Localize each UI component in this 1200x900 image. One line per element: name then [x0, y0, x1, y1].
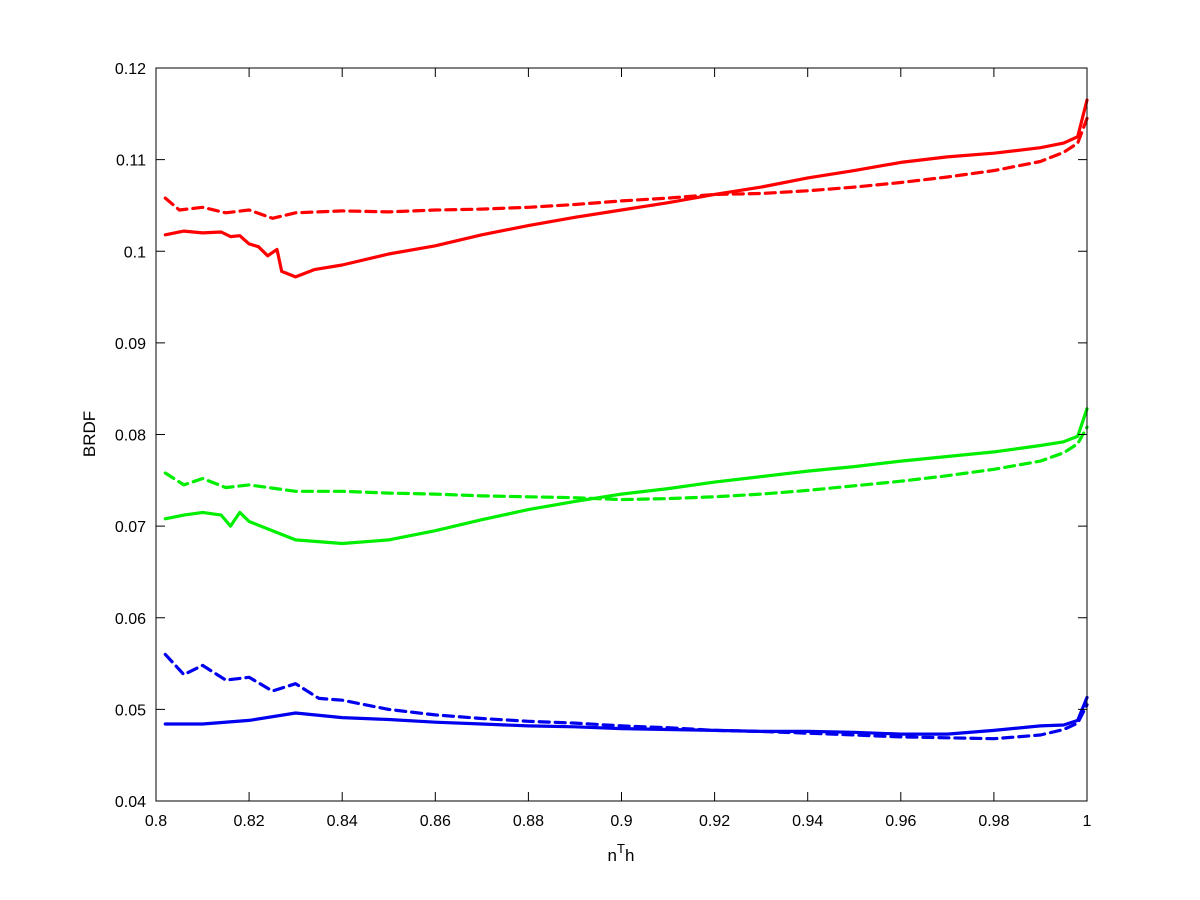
x-tick-label: 0.84 — [327, 813, 358, 830]
green-dashed-line — [163, 425, 1089, 502]
green-solid-line — [163, 407, 1089, 546]
x-tick-label: 0.8 — [145, 813, 167, 830]
y-tick-label: 0.05 — [115, 702, 146, 719]
y-tick-label: 0.08 — [115, 428, 146, 445]
x-tick-label: 0.82 — [234, 813, 265, 830]
blue-dashed-line — [163, 652, 1089, 741]
red-solid-line — [163, 98, 1089, 279]
y-tick-label: 0.04 — [115, 794, 146, 811]
y-tick-label: 0.11 — [116, 153, 146, 170]
y-tick-label: 0.09 — [115, 336, 146, 353]
x-axis-label: nTh — [608, 841, 635, 865]
x-tick-label: 0.86 — [420, 813, 451, 830]
series-group — [163, 98, 1089, 741]
x-axis-label-superscript: T — [617, 841, 625, 856]
x-axis-ticks: 0.8 0.82 0.84 0.86 0.88 0.9 0.92 0.94 0.96 0.98 1 — [145, 68, 1092, 830]
x-tick-label: 0.94 — [792, 813, 823, 830]
x-tick-label: 0.88 — [513, 813, 544, 830]
red-dashed-line — [163, 116, 1089, 220]
x-tick-label: 0.92 — [699, 813, 730, 830]
y-axis-ticks: 0.04 0.05 0.06 0.07 0.08 0.09 0.1 0.11 0.12 — [115, 61, 1087, 811]
x-tick-label: 1 — [1083, 813, 1092, 830]
y-axis-label: BRDF — [80, 411, 99, 457]
y-tick-label: 0.06 — [115, 611, 146, 628]
x-axis-label-suffix: h — [625, 846, 634, 865]
x-tick-label: 0.98 — [978, 813, 1009, 830]
x-tick-label: 0.9 — [610, 813, 632, 830]
y-tick-label: 0.1 — [124, 244, 146, 261]
x-tick-label: 0.96 — [885, 813, 916, 830]
x-axis-label-base: n — [608, 846, 617, 865]
blue-solid-line — [163, 695, 1089, 736]
y-tick-label: 0.07 — [115, 519, 146, 536]
y-tick-label: 0.12 — [115, 61, 146, 78]
